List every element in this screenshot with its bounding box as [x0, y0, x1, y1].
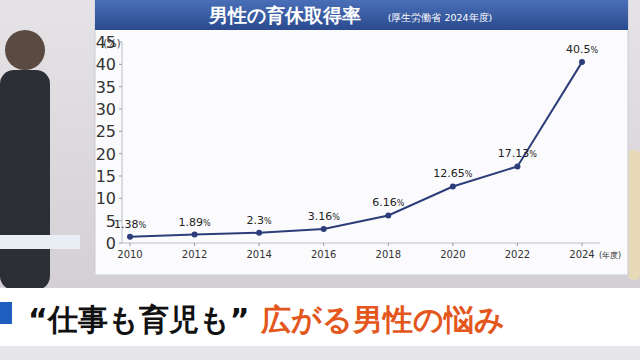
data-label: 40.5%	[566, 43, 599, 56]
data-point	[127, 234, 133, 240]
x-tick	[130, 243, 131, 246]
x-tick-label: 2018	[376, 249, 401, 260]
data-point	[385, 212, 391, 218]
x-axis-label: (年度)	[599, 251, 621, 260]
data-label-unit: %	[203, 219, 211, 228]
x-tick	[452, 243, 453, 246]
y-tick-label: 15	[96, 167, 116, 186]
x-tick-label: 2014	[246, 249, 271, 260]
data-point	[321, 226, 327, 232]
data-label-unit: %	[332, 213, 340, 222]
data-label-number: 1.38	[114, 218, 139, 231]
data-label-unit: %	[397, 199, 405, 208]
data-point	[514, 163, 520, 169]
x-tick-label: 2012	[182, 249, 207, 260]
data-label: 1.89%	[179, 216, 212, 229]
data-label-number: 1.89	[179, 216, 204, 229]
y-axis	[122, 42, 123, 243]
lower-strip	[0, 346, 640, 360]
caption-highlight: 広がる男性の悩み	[260, 302, 505, 337]
y-tick-label: 0	[106, 234, 116, 253]
data-label-number: 40.5	[566, 43, 591, 56]
stage: 男性の育休取得率(厚生労働省 2024年度)(%)051015202530354…	[0, 0, 640, 360]
data-label: 6.16%	[372, 196, 405, 209]
data-label-unit: %	[465, 170, 473, 179]
caption-quote: “仕事も育児も”	[28, 302, 249, 337]
data-label-unit: %	[590, 46, 598, 55]
data-label-number: 2.3	[247, 214, 265, 227]
x-tick	[259, 243, 260, 246]
x-tick	[194, 243, 195, 246]
data-label-number: 3.16	[308, 210, 333, 223]
y-tick-label: 40	[96, 55, 116, 74]
x-tick	[323, 243, 324, 246]
y-tick-label: 25	[96, 122, 116, 141]
data-label-unit: %	[529, 150, 537, 159]
data-label: 3.16%	[308, 210, 341, 223]
data-label-number: 12.65	[433, 167, 465, 180]
x-tick-label: 2010	[117, 249, 142, 260]
x-tick	[388, 243, 389, 246]
data-label-unit: %	[264, 217, 272, 226]
background	[0, 0, 640, 360]
data-point	[256, 230, 262, 236]
y-tick-label: 20	[96, 145, 116, 164]
x-tick	[582, 243, 583, 246]
caption-text: “仕事も育児も” 広がる男性の悩み	[28, 302, 505, 337]
y-tick-label: 45	[96, 33, 116, 52]
data-point	[579, 59, 585, 65]
presenter	[0, 70, 50, 290]
x-tick-label: 2020	[440, 249, 465, 260]
data-label-number: 6.16	[372, 196, 397, 209]
x-tick-label: 2016	[311, 249, 336, 260]
data-point	[192, 232, 198, 238]
data-label: 2.3%	[247, 214, 273, 227]
plot-area	[127, 59, 585, 240]
data-label: 17.13%	[498, 147, 538, 160]
y-tick-label: 35	[96, 78, 116, 97]
data-point	[450, 183, 456, 189]
desk	[0, 235, 80, 249]
x-axis	[122, 243, 600, 244]
x-tick-label: 2022	[505, 249, 530, 260]
data-line	[130, 62, 582, 237]
x-tick	[517, 243, 518, 246]
presenter-right	[628, 150, 640, 280]
data-label: 1.38%	[114, 218, 147, 231]
chart-panel	[95, 0, 628, 275]
caption-marker	[0, 302, 12, 324]
y-tick-label: 10	[96, 189, 116, 208]
presenter-head	[5, 30, 45, 70]
data-label-number: 17.13	[498, 147, 530, 160]
chart-title: 男性の育休取得率	[208, 4, 361, 26]
chart-header	[95, 0, 628, 30]
y-tick-label: 30	[96, 100, 116, 119]
caption-band	[0, 288, 640, 346]
data-label-unit: %	[138, 221, 146, 230]
chart-subtitle: (厚生労働省 2024年度)	[388, 12, 493, 23]
data-label: 12.65%	[433, 167, 473, 180]
x-tick-label: 2024	[569, 249, 594, 260]
